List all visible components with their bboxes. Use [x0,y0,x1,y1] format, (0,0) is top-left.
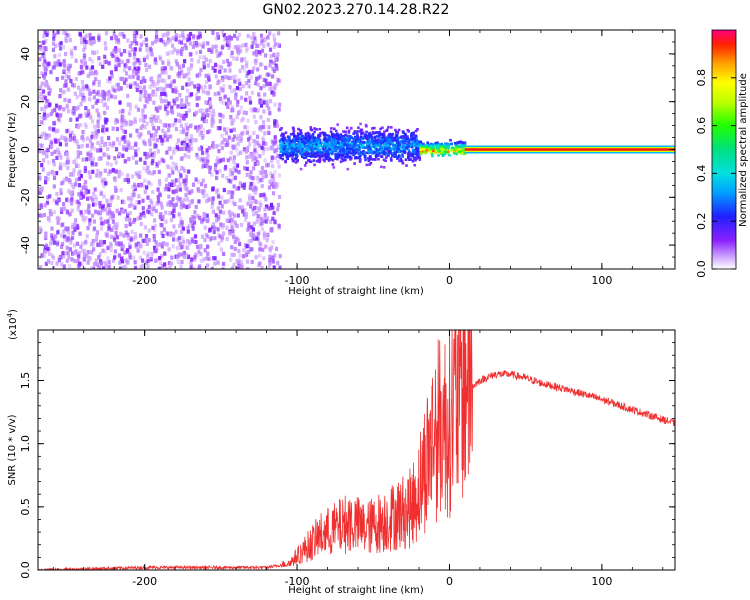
spectrogram-xtick-label: 0 [446,274,453,287]
snr-xtick-label: -200 [132,575,157,588]
spectrogram-xtick-label: -100 [285,274,310,287]
spectrogram-ytick-label: 0 [19,146,32,153]
spectrogram-ytick-label: -20 [19,188,32,206]
heatmap-region-0 [38,30,282,269]
heatmap-region-3 [464,145,675,154]
colorbar-ticks: 0.0 0.2 0.4 0.6 0.8 [695,69,736,278]
spectrogram-ytick-label: 20 [19,95,32,109]
snr-ytick-label: 0.0 [19,561,32,579]
snr-ytick-label: 1.0 [19,435,32,453]
spectrogram-xtick-label: 100 [591,274,612,287]
colorbar-tick-label: 0.6 [695,117,708,135]
spectrogram-ytick-label: 40 [19,47,32,61]
colorbar-tick-label: 0.8 [695,69,708,87]
colorbar-tick-label: 0.4 [695,165,708,183]
snr-axes-frame [37,329,676,571]
colorbar-tick-label: 0.2 [695,212,708,230]
spectrogram-xtick-label: -200 [132,274,157,287]
spectrogram-ylabel: Frequency (Hz) [7,112,18,188]
heatmap-region-2 [419,138,468,158]
snr-axes: -200 -100 0 100 0.0 0.5 1.0 1.5 [19,330,675,588]
spectrogram-xlabel: Height of straight line (km) [288,286,424,297]
snr-xtick-label: 100 [591,575,612,588]
snr-multiplier: (x104) [6,309,19,340]
colorbar-tick-label: 0.0 [695,260,708,278]
snr-xlabel: Height of straight line (km) [288,585,424,596]
snr-ytick-label: 1.5 [19,372,32,390]
figure-title: GN02.2023.270.14.28.R22 [263,2,450,18]
heatmap-region-1 [278,122,422,171]
colorbar [711,29,737,270]
snr-ytick-label: 0.5 [19,498,32,516]
snr-xtick-label: -100 [285,575,310,588]
snr-xtick-label: 0 [446,575,453,588]
spectrogram-ytick-label: -40 [19,236,32,254]
colorbar-label: Normalized spectral amplitude [738,73,749,227]
snr-ylabel: SNR (10 * v/v) [7,414,18,485]
spectrogram-heatmap [38,30,675,269]
